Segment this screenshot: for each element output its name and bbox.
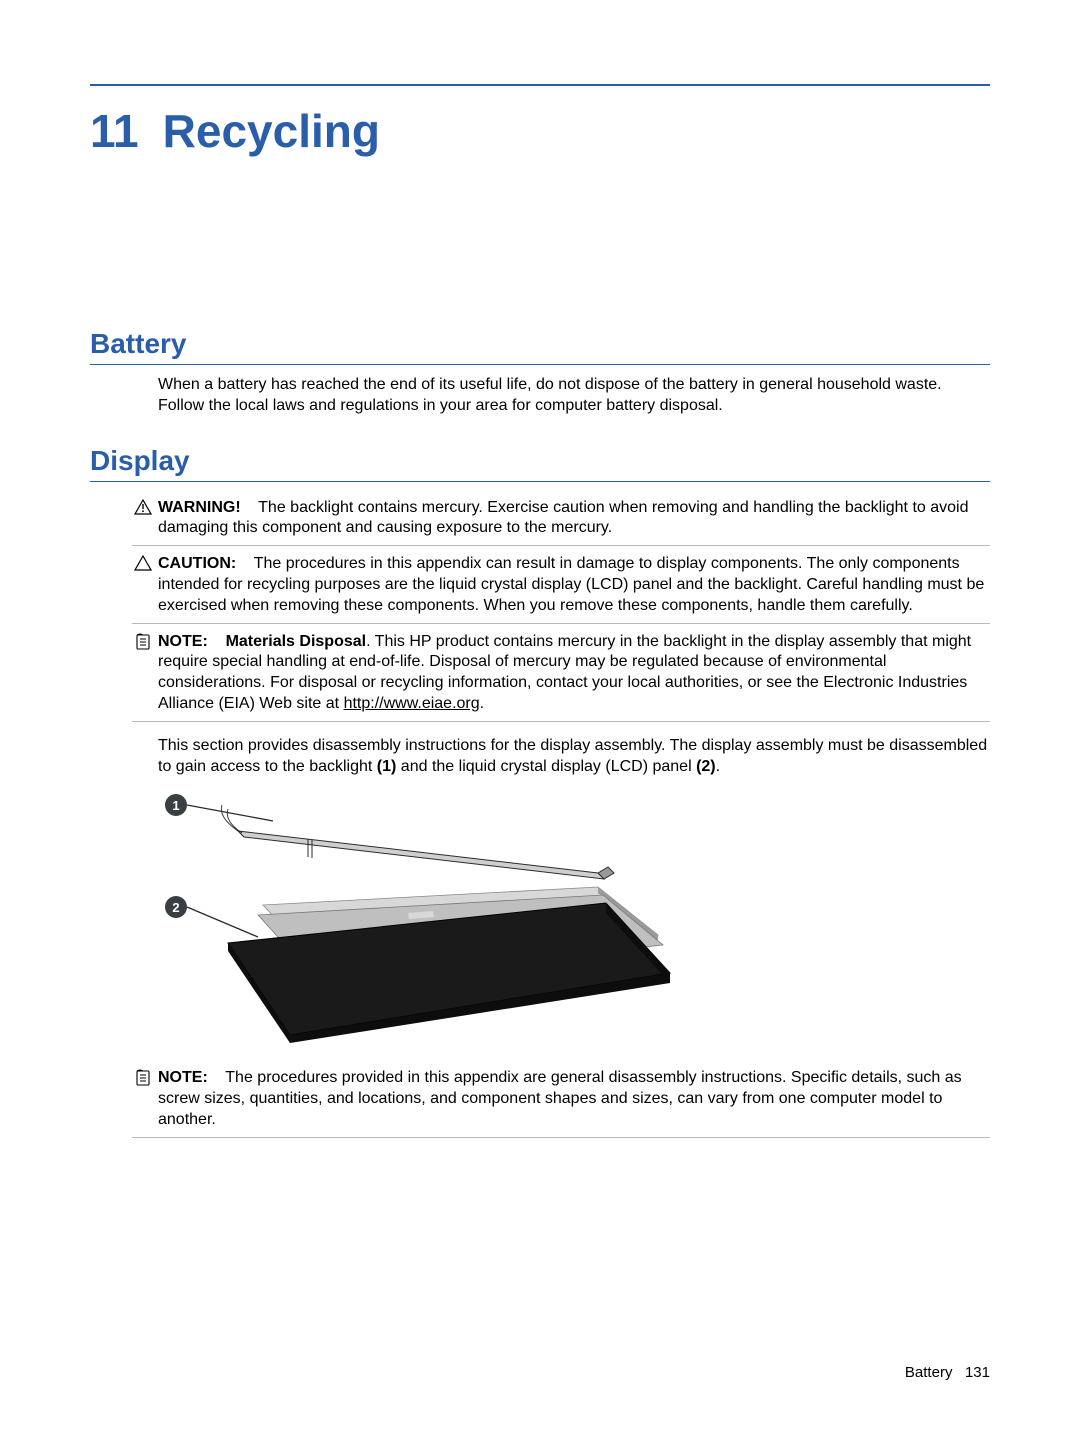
marker-1: (1) [377,758,397,775]
callout-note-general: NOTE: The procedures provided in this ap… [132,1062,990,1137]
note2-body: NOTE: The procedures provided in this ap… [154,1068,990,1130]
display-intro-paragraph: This section provides disassembly instru… [158,736,990,778]
caution-body: CAUTION: The procedures in this appendix… [154,554,990,616]
note-icon [132,1068,154,1092]
callout-warning: WARNING! The backlight contains mercury.… [132,492,990,547]
warning-body: WARNING! The backlight contains mercury.… [154,498,990,540]
callout-note-materials: NOTE: Materials Disposal. This HP produc… [132,626,990,722]
note2-label: NOTE: [158,1069,208,1086]
section-battery: Battery When a battery has reached the e… [90,328,990,417]
figure-lcd-panel [228,887,670,1043]
chapter-number: 11 [90,104,139,158]
top-rule [90,84,990,86]
display-assembly-figure: 1 2 [158,787,990,1052]
footer-page-number: 131 [965,1364,990,1381]
note1-subtitle: Materials Disposal [226,633,367,650]
warning-icon [132,498,154,520]
chapter-title: Recycling [163,104,380,158]
caution-label: CAUTION: [158,555,236,572]
caution-text: The procedures in this appendix can resu… [158,555,984,614]
warning-text: The backlight contains mercury. Exercise… [158,499,968,537]
eia-link[interactable]: http://www.eiae.org [344,695,480,712]
chapter-header: 11 Recycling [90,104,990,158]
note-icon [132,632,154,656]
section-heading-battery: Battery [90,328,990,365]
figure-backlight [221,805,614,879]
section-heading-display: Display [90,445,990,482]
footer-section: Battery [905,1364,953,1381]
battery-body: When a battery has reached the end of it… [158,375,990,417]
warning-label: WARNING! [158,499,241,516]
page-footer: Battery 131 [905,1364,990,1381]
note1-label: NOTE: [158,633,208,650]
note1-after-link: . [480,695,484,712]
marker-2: (2) [696,758,716,775]
section-display: Display WARNING! The backlight contains … [90,445,990,1138]
intro-b: and the liquid crystal display (LCD) pan… [396,758,696,775]
caution-icon [132,554,154,576]
figure-callout-2: 2 [172,900,179,915]
note2-text: The procedures provided in this appendix… [158,1069,962,1128]
intro-c: . [716,758,720,775]
figure-callout-1: 1 [172,798,179,813]
callout-caution: CAUTION: The procedures in this appendix… [132,548,990,623]
note1-body: NOTE: Materials Disposal. This HP produc… [154,632,990,715]
